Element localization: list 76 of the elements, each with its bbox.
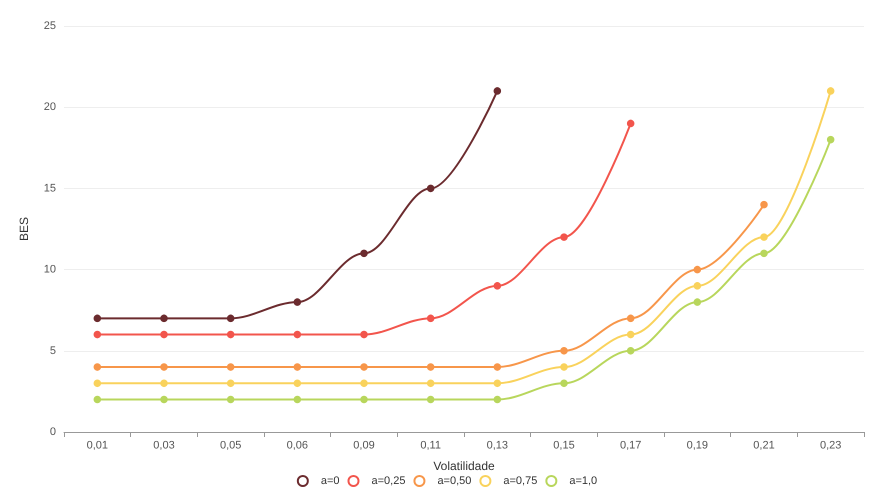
x-tick-label: 0,03 — [153, 440, 175, 452]
point — [560, 363, 568, 371]
point — [494, 363, 502, 371]
legend-label: a=0,50 — [437, 475, 472, 487]
point — [694, 298, 702, 306]
point — [94, 363, 102, 371]
x-tick-label: 0,13 — [486, 440, 508, 452]
point — [626, 314, 634, 322]
point — [160, 330, 168, 338]
point — [560, 380, 568, 388]
x-tick-label: 0,15 — [553, 440, 575, 452]
point — [160, 363, 168, 371]
point — [494, 396, 502, 404]
point — [560, 233, 568, 241]
point — [160, 396, 168, 404]
y-axis-title: BES — [17, 216, 31, 242]
y-tick-label: 15 — [44, 182, 56, 194]
point — [294, 380, 302, 388]
point — [760, 200, 768, 208]
x-tick-label: 0,23 — [820, 440, 842, 452]
x-tick-label: 0,05 — [220, 440, 242, 452]
point — [294, 298, 302, 306]
point — [226, 363, 234, 371]
point — [494, 87, 502, 95]
legend-label: a=0 — [320, 475, 340, 487]
x-tick-label: 0,19 — [686, 440, 708, 452]
point — [360, 250, 368, 258]
point — [760, 233, 768, 241]
x-axis-title: Volatilidade — [433, 459, 496, 473]
legend-label: a=0,25 — [371, 475, 406, 487]
point — [694, 282, 702, 290]
point — [694, 266, 702, 274]
x-tick-label: 0,17 — [620, 440, 642, 452]
point — [360, 363, 368, 371]
point — [294, 396, 302, 404]
point — [226, 380, 234, 388]
point — [626, 330, 634, 338]
x-tick-label: 0,01 — [86, 440, 108, 452]
point — [94, 396, 102, 404]
legend-label: a=1,0 — [569, 475, 598, 487]
point — [94, 314, 102, 322]
point — [826, 87, 834, 95]
y-tick-label: 25 — [44, 20, 56, 32]
point — [626, 347, 634, 355]
point — [494, 282, 502, 290]
point — [426, 184, 434, 192]
point — [360, 330, 368, 338]
x-tick-label: 0,06 — [286, 440, 308, 452]
point — [294, 330, 302, 338]
y-tick-label: 20 — [44, 101, 56, 114]
point — [226, 330, 234, 338]
y-tick-label: 0 — [50, 426, 56, 438]
point — [426, 380, 434, 388]
point — [94, 380, 102, 388]
point — [226, 396, 234, 404]
point — [426, 363, 434, 371]
y-tick-label: 10 — [44, 264, 56, 276]
point — [826, 136, 834, 144]
legend-label: a=0,75 — [503, 475, 538, 487]
point — [760, 250, 768, 258]
point — [494, 380, 502, 388]
y-tick-label: 5 — [50, 344, 56, 357]
x-tick-label: 0,09 — [353, 440, 375, 452]
point — [294, 363, 302, 371]
x-tick-label: 0,11 — [420, 440, 441, 452]
point — [426, 314, 434, 322]
point — [560, 347, 568, 355]
point — [426, 396, 434, 404]
x-tick-label: 0,21 — [753, 440, 775, 452]
point — [360, 380, 368, 388]
point — [226, 314, 234, 322]
point — [626, 120, 634, 128]
point — [94, 330, 102, 338]
point — [360, 396, 368, 404]
point — [160, 380, 168, 388]
point — [160, 314, 168, 322]
